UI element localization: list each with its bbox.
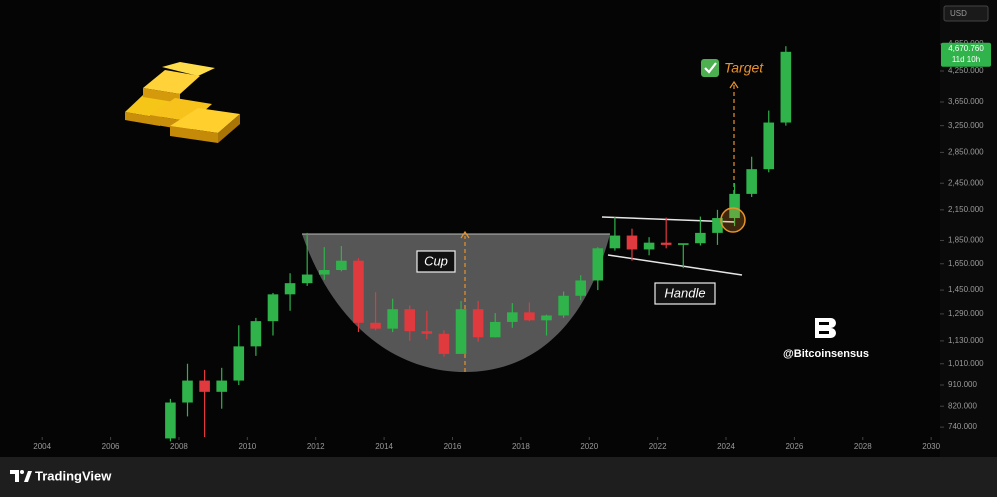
x-tick-label: 2010: [238, 442, 256, 451]
y-tick-label: 3,650.000: [948, 97, 984, 106]
watermark-logo: [815, 318, 836, 338]
candle-body: [472, 309, 484, 338]
handle-label: Handle: [664, 285, 705, 300]
candle-body: [455, 309, 467, 354]
y-tick-label: 3,250.000: [948, 121, 984, 130]
candle-body: [524, 312, 535, 321]
breakout-circle: [720, 207, 746, 233]
candle-body: [301, 274, 313, 284]
x-tick-label: 2020: [580, 442, 598, 451]
y-tick-label: 1,010.000: [948, 359, 984, 368]
x-tick-label: 2008: [170, 442, 188, 451]
candle-body: [182, 380, 193, 403]
y-tick-label: 740.000: [948, 422, 977, 431]
y-tick-label: 2,150.000: [948, 205, 984, 214]
currency-box: [943, 5, 989, 22]
candle-body: [284, 283, 296, 295]
check-icon: [701, 59, 719, 77]
chart-background: [0, 0, 997, 457]
candle-body: [165, 402, 176, 439]
candle-body: [370, 322, 381, 329]
footer-bar: [0, 457, 997, 497]
candle-body: [660, 242, 672, 245]
cup-arrow: [460, 230, 470, 239]
candle-body: [695, 232, 706, 244]
countdown: 11d 10h: [952, 55, 980, 64]
handle-lower-line: [607, 254, 743, 276]
candle-body: [336, 260, 347, 271]
candle-body: [250, 321, 262, 347]
y-tick-label: 1,130.000: [948, 336, 984, 345]
x-tick-label: 2028: [854, 442, 872, 451]
y-tick-label: 1,290.000: [948, 309, 984, 318]
last-price-box: [941, 42, 991, 67]
candle-body: [353, 260, 364, 323]
x-tick-label: 2022: [649, 442, 667, 451]
candle-body: [199, 380, 210, 392]
candle-body: [507, 312, 518, 322]
currency: USD: [950, 9, 967, 18]
y-tick-label: 2,850.000: [948, 148, 984, 157]
y-tick-label: 820.000: [948, 401, 977, 410]
candle-body: [438, 333, 450, 354]
cup-shape: [302, 234, 610, 372]
x-tick-label: 2012: [307, 442, 325, 451]
candle-body: [592, 248, 604, 281]
candle-body: [387, 309, 398, 329]
y-tick-label: 2,450.000: [948, 178, 984, 187]
candles: [165, 46, 792, 442]
price-axis-background: [940, 0, 997, 457]
candle-body: [763, 122, 775, 170]
candle-body: [712, 218, 723, 233]
cup-label-box: [416, 250, 456, 273]
handle-label-box: [654, 282, 716, 305]
candle-body: [267, 294, 279, 322]
candle-body: [729, 193, 740, 219]
x-tick-label: 2030: [922, 442, 940, 451]
check-mark: [704, 62, 717, 74]
last-price-label: 4,670.760: [948, 44, 984, 53]
candle-body: [558, 295, 569, 316]
candle-body: [318, 270, 330, 275]
candle-body: [216, 380, 227, 392]
candle-body: [489, 321, 501, 338]
x-tick-label: 2016: [444, 442, 462, 451]
candle-body: [575, 280, 587, 296]
tradingview-logo: [10, 470, 32, 482]
candle-body: [643, 242, 655, 250]
candle-body: [404, 309, 416, 332]
y-tick-label: 1,450.000: [948, 285, 984, 294]
target-arrow: [729, 80, 739, 89]
target-label: Target: [724, 60, 764, 76]
x-tick-label: 2026: [785, 442, 803, 451]
candle-body: [626, 235, 638, 250]
candle-body: [609, 235, 621, 249]
cup-label: Cup: [424, 253, 448, 268]
candle-body: [233, 346, 245, 381]
x-tick-label: 2014: [375, 442, 393, 451]
x-tick-label: 2004: [33, 442, 51, 451]
x-tick-label: 2024: [717, 442, 735, 451]
candle-body: [780, 51, 792, 123]
candle-body: [421, 331, 433, 334]
y-tick-label: 1,650.000: [948, 259, 984, 268]
footer-brand: TradingView: [35, 468, 112, 483]
y-tick-label: 1,850.000: [948, 236, 984, 245]
x-tick-label: 2006: [102, 442, 120, 451]
y-tick-label: 910.000: [948, 380, 977, 389]
x-tick-label: 2018: [512, 442, 530, 451]
candle-body: [541, 315, 552, 321]
y-tick-label: 4,250.000: [948, 66, 984, 75]
candle-body: [677, 243, 689, 245]
watermark: @Bitcoinsensus: [783, 348, 869, 360]
gold-bars-icon: [125, 62, 240, 143]
candle-body: [746, 169, 757, 194]
